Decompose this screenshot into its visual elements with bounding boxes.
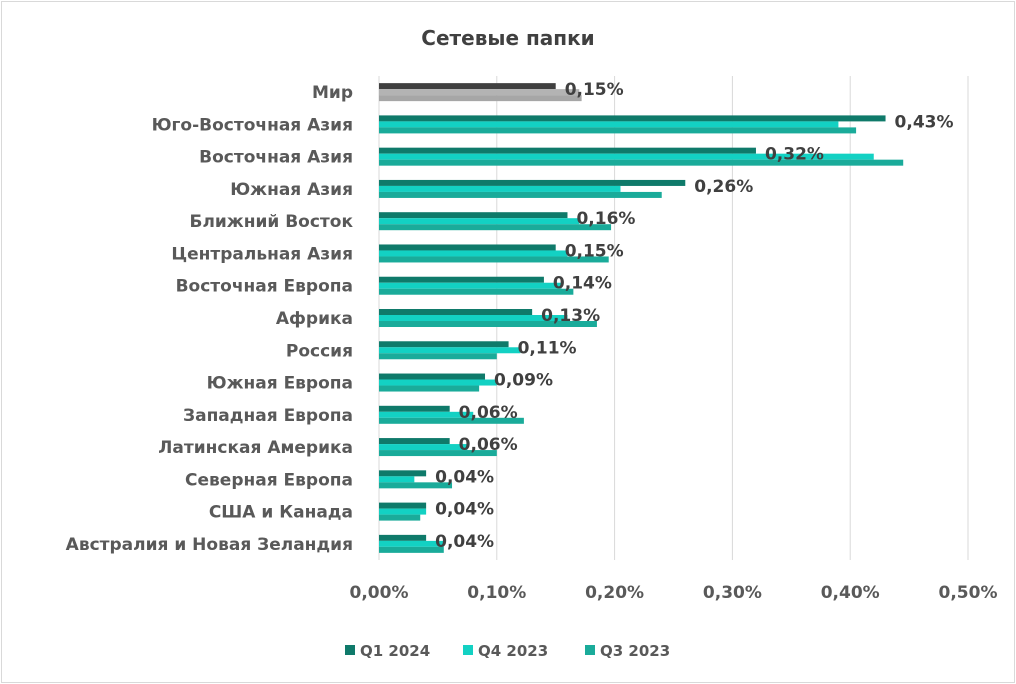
bar xyxy=(379,476,415,483)
data-label: 0,04% xyxy=(435,500,494,520)
bar xyxy=(379,514,421,521)
legend-swatch xyxy=(345,645,355,655)
x-tick-label: 0,20% xyxy=(585,583,644,603)
bar xyxy=(379,256,609,263)
bar xyxy=(379,115,886,122)
bar xyxy=(379,534,427,541)
bar xyxy=(379,373,486,380)
bar xyxy=(379,147,756,154)
bar xyxy=(379,482,453,489)
data-label: 0,06% xyxy=(459,403,518,423)
bar xyxy=(379,309,533,315)
bar xyxy=(379,385,480,392)
bar xyxy=(379,417,524,424)
bar xyxy=(379,508,427,515)
bar xyxy=(379,191,662,198)
data-labels: 0,15% 0,43% 0,32% 0,26% 0,16% 0,15% 0,14% 0,13%… xyxy=(435,80,953,552)
bar xyxy=(379,321,597,327)
category-label: Восточная Европа xyxy=(176,277,353,297)
category-labels: Мир Юго-Восточная Азия Восточная Азия Южная… xyxy=(66,83,354,555)
data-label: 0,13% xyxy=(541,306,600,326)
x-tick-label: 0,40% xyxy=(821,583,880,603)
bar xyxy=(379,438,450,445)
bar xyxy=(379,153,874,160)
bar xyxy=(379,185,621,192)
category-label: Африка xyxy=(276,309,353,329)
bar xyxy=(379,540,444,547)
data-label: 0,43% xyxy=(895,112,954,132)
x-tick-label: 0,00% xyxy=(350,583,409,603)
bar xyxy=(379,450,497,457)
bar xyxy=(379,379,497,386)
data-label: 0,04% xyxy=(435,532,494,552)
category-label: Мир xyxy=(312,83,353,103)
category-label: Восточная Азия xyxy=(199,148,353,168)
bar xyxy=(379,212,568,219)
chart-title: Сетевые папки xyxy=(421,26,594,50)
data-label: 0,15% xyxy=(565,80,624,100)
bar xyxy=(379,282,562,289)
bar-group xyxy=(379,83,904,553)
category-label: Латинская Америка xyxy=(158,438,353,458)
bar xyxy=(379,89,580,96)
category-label: Южная Европа xyxy=(207,374,353,394)
x-tick-label: 0,30% xyxy=(703,583,762,603)
category-label: Австралия и Новая Зеландия xyxy=(66,535,353,555)
x-tick-label: 0,50% xyxy=(939,583,998,603)
bar xyxy=(379,411,474,418)
bar xyxy=(379,470,427,477)
bar xyxy=(379,546,444,553)
bar xyxy=(379,405,450,412)
legend-label: Q1 2024 xyxy=(360,642,430,660)
bar xyxy=(379,127,857,134)
bar xyxy=(379,444,468,451)
bar xyxy=(379,159,904,166)
bar xyxy=(379,341,509,348)
legend: Q1 2024 Q4 2023 Q3 2023 xyxy=(345,642,670,660)
bar xyxy=(379,179,686,186)
bar xyxy=(379,347,521,354)
data-label: 0,11% xyxy=(518,338,577,358)
bar xyxy=(379,353,497,360)
category-label: Южная Азия xyxy=(230,180,353,200)
category-label: Северная Европа xyxy=(185,470,353,490)
bar xyxy=(379,250,568,257)
category-label: Россия xyxy=(286,341,353,361)
x-tick-label: 0,10% xyxy=(467,583,526,603)
bar xyxy=(379,218,580,225)
category-label: Юго-Восточная Азия xyxy=(152,115,353,135)
data-label: 0,32% xyxy=(765,145,824,165)
category-label: США и Канада xyxy=(209,503,353,523)
bar xyxy=(379,224,612,231)
bar xyxy=(379,276,544,283)
legend-swatch xyxy=(585,645,595,655)
category-label: Центральная Азия xyxy=(171,244,353,264)
x-tick-labels: 0,00% 0,10% 0,20% 0,30% 0,40% 0,50% xyxy=(350,583,998,603)
data-label: 0,16% xyxy=(576,209,635,229)
bar xyxy=(379,95,582,102)
data-label: 0,14% xyxy=(553,274,612,294)
data-label: 0,15% xyxy=(565,241,624,261)
legend-label: Q3 2023 xyxy=(600,642,670,660)
data-label: 0,06% xyxy=(459,435,518,455)
bar xyxy=(379,83,556,90)
bar xyxy=(379,288,574,295)
legend-label: Q4 2023 xyxy=(478,642,548,660)
bar xyxy=(379,121,839,128)
category-label: Западная Европа xyxy=(183,406,353,426)
bar xyxy=(379,315,568,321)
bar xyxy=(379,244,556,251)
legend-swatch xyxy=(463,645,473,655)
category-label: Ближний Восток xyxy=(189,212,353,232)
data-label: 0,09% xyxy=(494,371,553,391)
data-label: 0,26% xyxy=(694,177,753,197)
bar xyxy=(379,502,427,509)
data-label: 0,04% xyxy=(435,467,494,487)
